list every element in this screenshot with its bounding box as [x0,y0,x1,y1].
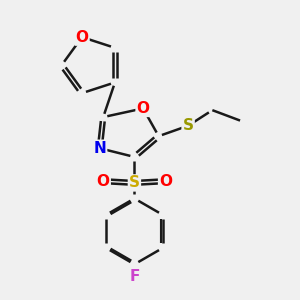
Text: N: N [93,141,106,156]
Text: O: O [97,174,110,189]
Text: S: S [129,176,140,190]
Text: F: F [129,269,140,284]
Text: S: S [183,118,194,133]
Text: O: O [136,101,150,116]
Text: O: O [76,30,88,45]
Text: O: O [159,174,172,189]
